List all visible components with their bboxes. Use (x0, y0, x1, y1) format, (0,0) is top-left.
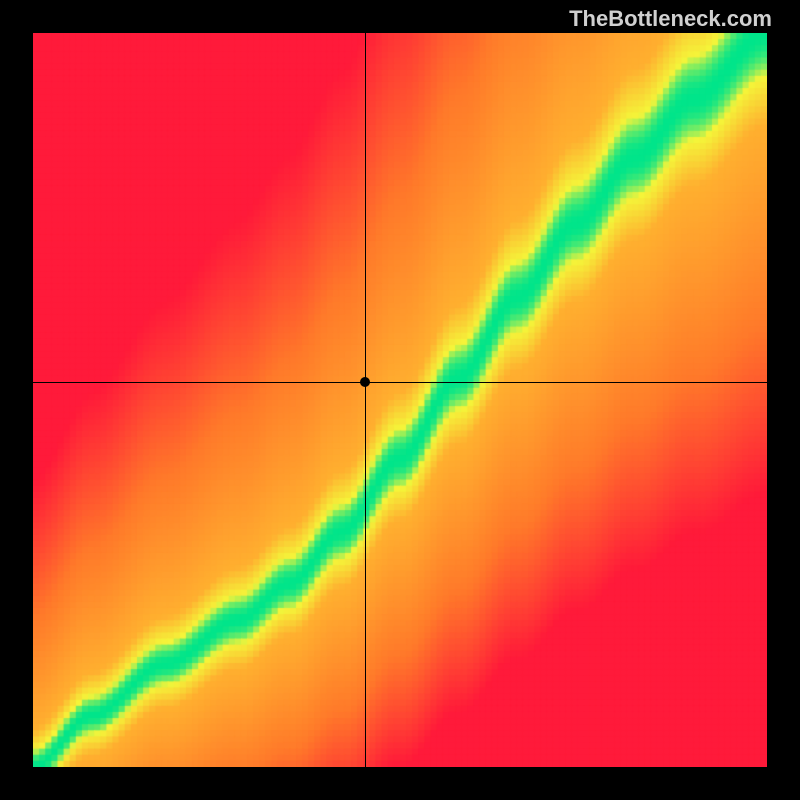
data-point-marker (360, 377, 370, 387)
watermark-text: TheBottleneck.com (569, 6, 772, 32)
crosshair-horizontal (33, 382, 767, 383)
chart-container: { "watermark": { "text": "TheBottleneck.… (0, 0, 800, 800)
bottleneck-heatmap (33, 33, 767, 767)
crosshair-vertical (365, 33, 366, 767)
